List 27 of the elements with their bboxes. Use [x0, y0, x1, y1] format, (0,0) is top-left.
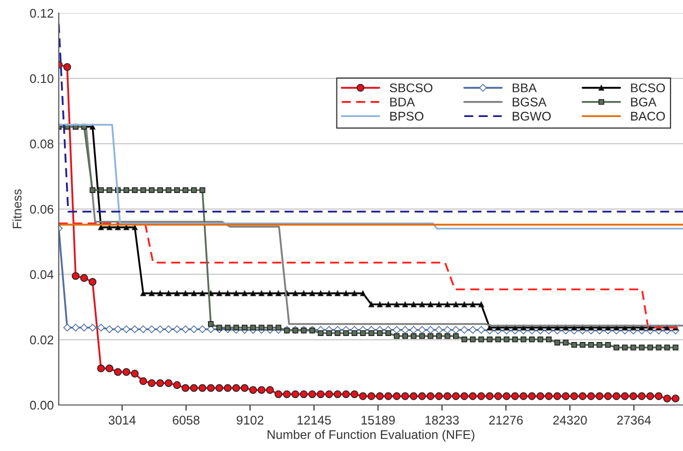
x-tick-label: 6058: [172, 416, 200, 425]
y-axis-title: Fitness: [12, 189, 22, 228]
x-axis-title: Number of Function Evaluation (NFE): [268, 430, 474, 442]
y-tick-label: 0.10: [30, 74, 54, 84]
y-tick-label: 0.08: [30, 140, 54, 148]
x-tick-label: 15189: [362, 416, 395, 425]
y-tick-label: 0.00: [30, 400, 54, 410]
x-tick-label: 18233: [426, 416, 459, 425]
x-tick-label: 3014: [108, 416, 136, 425]
legend-label: BDA: [390, 98, 415, 106]
x-tick-label: 21276: [489, 416, 523, 425]
x-tick-label: 24320: [553, 416, 587, 425]
legend-label: BGSA: [512, 98, 546, 106]
legend-label: SBCSO: [390, 83, 432, 92]
legend-label: BGWO: [512, 112, 551, 121]
legend-label: BACO: [631, 112, 665, 121]
y-tick-label: 0.12: [30, 8, 54, 18]
legend-label: BBA: [512, 84, 537, 92]
y-tick-label: 0.04: [30, 270, 54, 280]
y-tick-label: 0.02: [30, 335, 54, 344]
y-tick-label: 0.06: [30, 204, 54, 214]
legend-label: BGA: [631, 98, 656, 106]
x-tick-label: 12145: [298, 416, 331, 425]
x-tick-label: 9102: [236, 416, 264, 425]
x-tick-label: 27364: [617, 416, 651, 425]
legend-label: BCSO: [631, 83, 665, 92]
legend-label: BPSO: [390, 112, 424, 121]
